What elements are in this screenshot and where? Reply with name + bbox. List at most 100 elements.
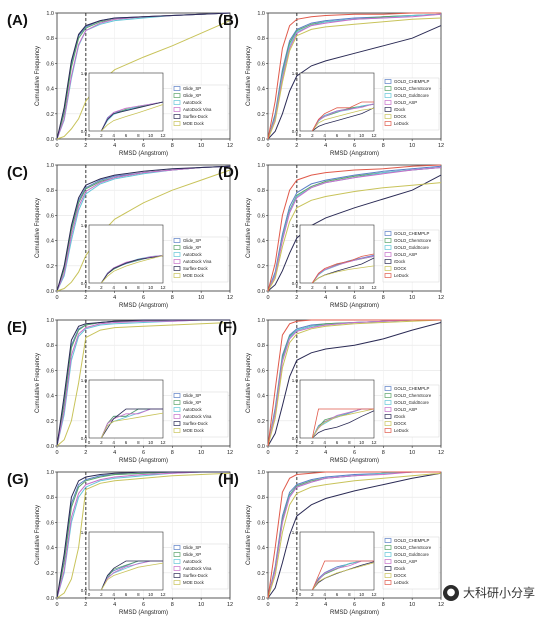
y-tick-label: 0.6: [257, 61, 265, 67]
inset-y-tick-label: 0.0: [81, 436, 88, 441]
legend-swatch: [384, 552, 392, 557]
legend-label: rDock: [394, 107, 406, 112]
inset-x-tick-label: 12: [371, 285, 377, 290]
inset-y-tick-label: 1.0: [292, 378, 299, 383]
series-line-gold-asp: [267, 13, 442, 140]
watermark-text: 大科研小分享: [462, 586, 535, 600]
legend-swatch: [384, 238, 392, 243]
inset-x-tick-label: 8: [137, 440, 140, 445]
legend-label: GOLD_CHEMPLP: [394, 231, 429, 236]
inset-x-tick-label: 8: [348, 440, 351, 445]
y-tick-label: 1.0: [46, 318, 54, 324]
legend-label: rDock: [394, 414, 406, 419]
legend-swatch: [173, 121, 181, 126]
x-tick-label: 4: [113, 450, 116, 456]
legend-label: MOE Dock: [183, 428, 205, 433]
legend-swatch: [384, 231, 392, 236]
inset-frame: [88, 72, 164, 132]
legend-swatch: [384, 386, 392, 391]
y-tick-label: 0.2: [46, 264, 54, 270]
legend-swatch: [173, 393, 181, 398]
inset-y-tick-label: 0.0: [292, 281, 299, 286]
inset-x-tick-label: 6: [336, 440, 339, 445]
inset-x-tick-label: 10: [148, 285, 154, 290]
legend-label: DOCK: [394, 114, 407, 119]
x-tick-label: 12: [438, 602, 444, 608]
x-tick-label: 8: [171, 602, 174, 608]
y-tick-label: 0.8: [257, 36, 265, 42]
legend-swatch: [384, 545, 392, 550]
series-line-moe-dock: [56, 322, 231, 447]
inset-series-ledock: [311, 408, 374, 439]
y-tick-label: 1.0: [257, 470, 265, 476]
x-axis-label: RMSD (Angstrom): [119, 303, 168, 309]
x-tick-label: 0: [55, 143, 58, 149]
y-tick-label: 0.8: [46, 495, 54, 501]
panel-label: (C): [7, 164, 28, 181]
inset-x-tick-label: 10: [148, 133, 154, 138]
inset-y-tick-label: 0.0: [81, 129, 88, 134]
inset-series-moe-dock: [101, 255, 164, 284]
x-tick-label: 12: [227, 143, 233, 149]
x-tick-label: 4: [324, 602, 327, 608]
inset-x-tick-label: 2: [100, 133, 103, 138]
legend-swatch: [384, 393, 392, 398]
inset-x-tick-label: 12: [160, 285, 166, 290]
series-line-surflex-dock: [56, 165, 231, 292]
inset-x-tick-label: 12: [160, 440, 166, 445]
panel-label: (H): [218, 471, 239, 488]
y-tick-label: 1.0: [46, 470, 54, 476]
wechat-icon: ●: [442, 584, 459, 601]
inset-x-tick-label: 8: [137, 592, 140, 597]
x-tick-label: 8: [171, 143, 174, 149]
inset-y-tick-label: 0.0: [292, 588, 299, 593]
series-line-rdock: [267, 25, 442, 140]
x-tick-label: 4: [324, 143, 327, 149]
inset-frame: [88, 224, 164, 284]
y-tick-label: 0.0: [257, 596, 265, 602]
legend-label: Glide_SP: [183, 238, 201, 243]
inset-y-tick-label: 1.0: [292, 223, 299, 228]
panel-label: (D): [218, 164, 239, 181]
x-tick-label: 6: [353, 602, 356, 608]
legend-swatch: [384, 538, 392, 543]
y-tick-label: 0.6: [46, 520, 54, 526]
y-axis-label: Cumulative Frequency: [246, 505, 252, 565]
y-tick-label: 0.0: [46, 137, 54, 143]
legend-box: [382, 384, 440, 438]
inset-x-tick-label: 8: [348, 592, 351, 597]
legend-label: GOLD_ASP: [394, 559, 417, 564]
x-tick-label: 0: [55, 450, 58, 456]
series-line-dock: [267, 182, 442, 292]
inset-x-tick-label: 6: [125, 133, 128, 138]
series-line-surflex-dock: [56, 12, 231, 140]
y-tick-label: 0.0: [257, 289, 265, 295]
inset-plot: 0.0 1.0 0 2 4 6 8 10 12: [292, 223, 377, 290]
x-tick-label: 10: [409, 450, 415, 456]
inset-x-tick-label: 8: [348, 285, 351, 290]
inset-series-autodock-vina: [100, 101, 164, 132]
legend-swatch: [384, 114, 392, 119]
y-tick-label: 0.8: [257, 495, 265, 501]
x-axis-label: RMSD (Angstrom): [119, 151, 168, 157]
x-tick-label: 12: [227, 450, 233, 456]
x-tick-label: 10: [409, 602, 415, 608]
y-tick-label: 0.8: [46, 188, 54, 194]
legend-swatch: [384, 79, 392, 84]
inset-x-tick-label: 10: [148, 592, 154, 597]
inset-x-tick-label: 6: [336, 592, 339, 597]
x-tick-label: 10: [198, 295, 204, 301]
y-tick-label: 0.0: [257, 137, 265, 143]
panel-label: (G): [7, 471, 29, 488]
y-tick-label: 0.4: [257, 546, 265, 552]
legend-swatch: [384, 245, 392, 250]
panel-label: (A): [7, 12, 28, 29]
y-tick-label: 1.0: [257, 11, 265, 17]
legend-swatch: [173, 86, 181, 91]
x-axis-label: RMSD (Angstrom): [119, 458, 168, 464]
legend-swatch: [173, 100, 181, 105]
legend-label: AutoDock Vina: [183, 414, 212, 419]
